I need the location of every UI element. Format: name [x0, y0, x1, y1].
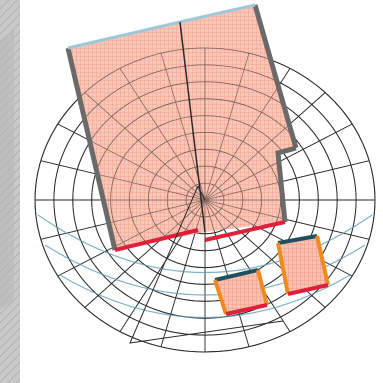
- azimuth-spoke-overlay: [40, 160, 206, 201]
- overlay-grid: [34, 47, 376, 353]
- azimuth-spoke-overlay: [204, 199, 250, 347]
- azimuth-spoke-overlay: [119, 68, 206, 201]
- small-mask-right-edges: [276, 234, 330, 296]
- azimuth-spoke-overlay: [119, 199, 206, 332]
- azimuth-spoke-overlay: [160, 199, 206, 347]
- azimuth-spoke-overlay: [57, 199, 206, 277]
- azimuth-spoke-overlay: [204, 68, 291, 201]
- left-hatch-band: [0, 0, 20, 383]
- azimuth-spoke-overlay: [204, 199, 353, 277]
- construction-lines: [129, 185, 284, 344]
- azimuth-spoke-overlay: [204, 53, 250, 201]
- azimuth-spoke-overlay: [204, 160, 370, 201]
- azimuth-spoke-overlay: [84, 92, 206, 201]
- small-shading-mask-right: [278, 236, 328, 294]
- main-mask-bottom-edges: [114, 220, 286, 252]
- azimuth-spoke-overlay: [84, 199, 206, 308]
- main-mask-outline: [65, 3, 299, 251]
- azimuth-spoke-overlay: [204, 199, 291, 332]
- azimuth-spoke-overlay: [40, 199, 206, 240]
- azimuth-spoke-overlay: [57, 123, 206, 201]
- small-shading-mask-left: [215, 270, 267, 314]
- azimuth-spoke-overlay: [204, 92, 326, 201]
- small-mask-left-edges: [213, 268, 269, 316]
